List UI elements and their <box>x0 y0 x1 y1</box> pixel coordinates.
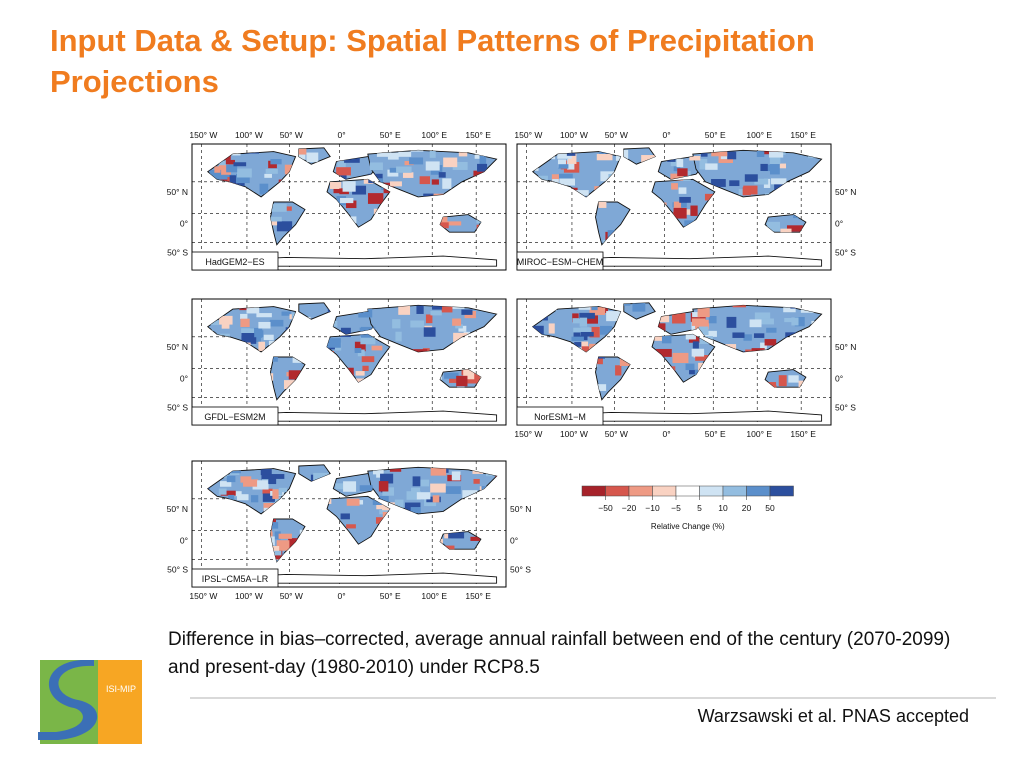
longitude-tick-label: 150° E <box>465 130 491 140</box>
legend-swatch <box>628 485 653 497</box>
latitude-tick-label: 50° S <box>167 564 188 574</box>
longitude-tick-label: 0° <box>338 130 346 140</box>
longitude-tick-label: 50° E <box>705 429 726 439</box>
legend-tick-label: −10 <box>645 503 660 513</box>
latitude-tick-label: 50° N <box>835 187 856 197</box>
longitude-tick-label: 0° <box>338 591 346 601</box>
map-panel: GFDL−ESM2M 50° N 0° 50° S <box>167 298 507 426</box>
longitude-tick-label: 0° <box>663 130 671 140</box>
legend-tick-label: −20 <box>622 503 637 513</box>
longitude-tick-label: 0° <box>663 429 671 439</box>
latitude-tick-label: 0° <box>835 218 843 228</box>
slide-title: Input Data & Setup: Spatial Patterns of … <box>50 23 815 99</box>
latitude-tick-label: 50° N <box>835 342 856 352</box>
map-panel: NorESM1−M 150° W 100° W 50° W 0° 50° E 100° E 1… <box>514 298 856 439</box>
legend-swatch <box>769 485 794 497</box>
longitude-tick-label: 50° W <box>280 130 303 140</box>
logo-text: ISI-MIP <box>106 684 136 694</box>
color-legend: −50 −20 −10 −5 5 10 20 50 Relative Change (%) <box>581 485 794 531</box>
longitude-tick-label: 50° W <box>280 591 303 601</box>
legend-tick-label: −50 <box>598 503 613 513</box>
precipitation-maps-svg: HadGEM2−ES 150° W 100° W 50° W 0° 50° E 100° E… <box>167 130 857 601</box>
longitude-tick-label: 100° W <box>235 591 263 601</box>
latitude-tick-label: 0° <box>180 373 188 383</box>
legend-tick-label: −5 <box>671 503 681 513</box>
figure-caption: Difference in bias–corrected, average an… <box>168 629 951 678</box>
longitude-tick-label: 150° W <box>514 429 542 439</box>
longitude-tick-label: 100° E <box>421 130 447 140</box>
model-label-text: IPSL−CM5A−LR <box>202 574 269 584</box>
footer-divider <box>190 697 996 699</box>
continent-greenland <box>298 302 331 320</box>
longitude-tick-label: 150° E <box>790 130 816 140</box>
legend-swatch <box>605 485 630 497</box>
longitude-tick-label: 50° W <box>605 130 628 140</box>
legend-tick-label: 10 <box>718 503 728 513</box>
model-label: GFDL−ESM2M <box>191 406 279 426</box>
longitude-tick-label: 100° E <box>746 130 772 140</box>
model-label: IPSL−CM5A−LR <box>191 568 279 588</box>
longitude-tick-label: 100° E <box>746 429 772 439</box>
legend-swatch <box>746 485 771 497</box>
legend-swatch <box>722 485 747 497</box>
precipitation-maps-figure: HadGEM2−ES 150° W 100° W 50° W 0° 50° E 100° E… <box>165 116 871 616</box>
latitude-tick-label: 50° S <box>167 402 188 412</box>
model-label-text: NorESM1−M <box>534 412 586 422</box>
longitude-tick-label: 100° E <box>421 591 447 601</box>
latitude-tick-label: 50° N <box>167 504 188 514</box>
continent-asia <box>692 304 823 353</box>
map-panel: IPSL−CM5A−LR 150° W 100° W 50° W 0° 50° E 100°… <box>189 460 531 601</box>
longitude-tick-label: 100° W <box>560 429 588 439</box>
continent-north-america <box>531 151 622 198</box>
latitude-tick-label: 0° <box>180 218 188 228</box>
longitude-tick-label: 50° W <box>605 429 628 439</box>
longitude-tick-label: 100° W <box>235 130 263 140</box>
longitude-tick-label: 150° W <box>514 130 542 140</box>
latitude-tick-label: 50° N <box>167 187 188 197</box>
latitude-tick-label: 50° S <box>835 247 856 257</box>
legend-swatch <box>581 485 606 497</box>
citation: Warzsawski et al. PNAS accepted <box>697 706 969 726</box>
legend-tick-label: 5 <box>697 503 702 513</box>
legend-tick-label: 50 <box>765 503 775 513</box>
latitude-tick-label: 50° S <box>167 247 188 257</box>
model-label-text: HadGEM2−ES <box>205 257 264 267</box>
longitude-tick-label: 50° E <box>705 130 726 140</box>
legend-swatch <box>675 485 700 497</box>
longitude-tick-label: 150° E <box>465 591 491 601</box>
model-label: HadGEM2−ES <box>191 251 279 271</box>
model-label-text: GFDL−ESM2M <box>204 412 265 422</box>
latitude-tick-label: 0° <box>835 373 843 383</box>
longitude-tick-label: 150° W <box>189 130 217 140</box>
latitude-tick-label: 50° S <box>510 564 531 574</box>
longitude-tick-label: 50° E <box>380 130 401 140</box>
model-label: NorESM1−M <box>516 406 604 426</box>
legend-title: Relative Change (%) <box>651 522 725 531</box>
model-label-text: MIROC−ESM−CHEM <box>517 257 604 267</box>
longitude-tick-label: 100° W <box>560 130 588 140</box>
map-panel: MIROC−ESM−CHEM 150° W 100° W 50° W 0° 50° E 10… <box>514 130 856 271</box>
latitude-tick-label: 0° <box>180 535 188 545</box>
model-label: MIROC−ESM−CHEM <box>516 251 604 271</box>
longitude-tick-label: 50° E <box>380 591 401 601</box>
latitude-tick-label: 50° S <box>835 402 856 412</box>
longitude-tick-label: 150° W <box>189 591 217 601</box>
latitude-tick-label: 0° <box>510 535 518 545</box>
latitude-tick-label: 50° N <box>167 342 188 352</box>
legend-swatch <box>699 485 724 497</box>
longitude-tick-label: 150° E <box>790 429 816 439</box>
map-panel: HadGEM2−ES 150° W 100° W 50° W 0° 50° E 100° E… <box>167 130 507 271</box>
latitude-tick-label: 50° N <box>510 504 531 514</box>
legend-tick-label: 20 <box>742 503 752 513</box>
legend-swatch <box>652 485 677 497</box>
isi-mip-logo: ISI-MIP <box>30 659 142 744</box>
